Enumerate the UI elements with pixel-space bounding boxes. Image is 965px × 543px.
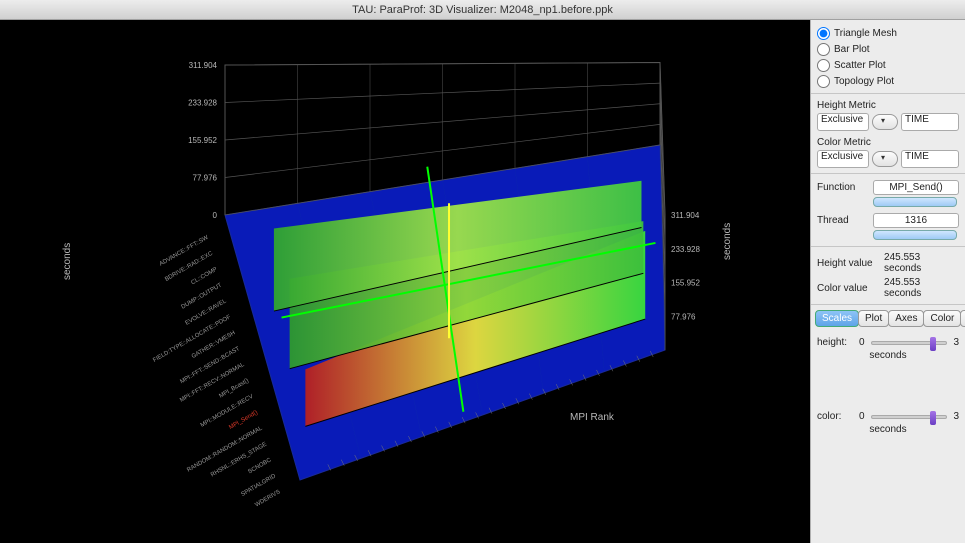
- thread-slider[interactable]: [873, 230, 957, 240]
- height-scale-unit: seconds: [817, 350, 959, 361]
- tab-color[interactable]: Color: [923, 310, 961, 327]
- function-slider[interactable]: [873, 197, 957, 207]
- plot-type-triangle-mesh[interactable]: Triangle Mesh: [817, 27, 959, 40]
- svg-text:311.904: 311.904: [189, 61, 218, 70]
- window-title: TAU: ParaProf: 3D Visualizer: M2048_np1.…: [352, 4, 613, 16]
- svg-text:MPI::MODULE::RECV: MPI::MODULE::RECV: [200, 394, 255, 429]
- color-metric-value-select[interactable]: TIME: [901, 150, 959, 168]
- thread-value: 1316: [873, 213, 959, 228]
- color-scale-label: color:: [817, 411, 853, 422]
- svg-text:77.976: 77.976: [671, 312, 696, 321]
- height-metric-dropdown-button[interactable]: [872, 114, 898, 130]
- tab-plot[interactable]: Plot: [858, 310, 889, 327]
- plot-type-radio[interactable]: [817, 27, 830, 40]
- color-scale-unit: seconds: [817, 424, 959, 435]
- svg-text:MPI::FFT::RECV::NORMAL: MPI::FFT::RECV::NORMAL: [179, 362, 246, 404]
- plot-type-label: Topology Plot: [834, 76, 894, 87]
- tab-axes[interactable]: Axes: [888, 310, 924, 327]
- height-scale-slider[interactable]: [871, 341, 948, 345]
- color-scale-max: 3: [953, 411, 959, 422]
- svg-text:MPI Rank: MPI Rank: [570, 412, 615, 423]
- 3d-visualizer-canvas[interactable]: 311.904 233.928 155.952 77.976 0 311.904 233.9…: [0, 20, 810, 543]
- color-metric-dropdown-button[interactable]: [872, 151, 898, 167]
- svg-text:0: 0: [213, 211, 218, 220]
- plot-type-radio[interactable]: [817, 75, 830, 88]
- plot-type-topology-plot[interactable]: Topology Plot: [817, 75, 959, 88]
- svg-text:77.976: 77.976: [193, 174, 218, 183]
- svg-text:WDERIVS: WDERIVS: [254, 489, 281, 508]
- height-value-label: Height value: [817, 258, 878, 269]
- height-metric-mode-select[interactable]: Exclusive: [817, 113, 869, 131]
- svg-text:seconds: seconds: [62, 243, 73, 280]
- svg-text:MPI_Send(): MPI_Send(): [228, 410, 259, 431]
- svg-text:155.952: 155.952: [188, 136, 217, 145]
- tab-scales[interactable]: Scales: [815, 310, 859, 327]
- thread-label: Thread: [817, 215, 867, 226]
- height-metric-label: Height Metric: [817, 100, 959, 111]
- height-value-text: 245.553 seconds: [884, 252, 959, 274]
- plot-type-label: Triangle Mesh: [834, 28, 897, 39]
- color-value-label: Color value: [817, 283, 878, 294]
- function-value: MPI_Send(): [873, 180, 959, 195]
- height-scale-min: 0: [859, 337, 865, 348]
- plot-type-scatter-plot[interactable]: Scatter Plot: [817, 59, 959, 72]
- tab-r[interactable]: R: [960, 310, 965, 327]
- svg-text:233.928: 233.928: [671, 245, 700, 254]
- plot-type-label: Bar Plot: [834, 44, 870, 55]
- svg-text:MPI::FFT::SEND::BCAST: MPI::FFT::SEND::BCAST: [179, 346, 241, 385]
- height-scale-label: height:: [817, 337, 853, 348]
- svg-text:233.928: 233.928: [188, 99, 217, 108]
- plot-type-bar-plot[interactable]: Bar Plot: [817, 43, 959, 56]
- plot-type-radio[interactable]: [817, 43, 830, 56]
- plot-type-label: Scatter Plot: [834, 60, 886, 71]
- svg-text:seconds: seconds: [722, 223, 733, 260]
- plot-type-radio[interactable]: [817, 59, 830, 72]
- color-scale-slider[interactable]: [871, 415, 948, 419]
- svg-text:RHSNL::ERHS_STAGE: RHSNL::ERHS_STAGE: [210, 442, 268, 479]
- height-scale-max: 3: [953, 337, 959, 348]
- function-label: Function: [817, 182, 867, 193]
- svg-text:311.904: 311.904: [671, 211, 700, 220]
- color-scale-min: 0: [859, 411, 865, 422]
- color-value-text: 245.553 seconds: [884, 277, 959, 299]
- control-panel: Triangle Mesh Bar Plot Scatter Plot Topolog…: [810, 20, 965, 543]
- window-titlebar: TAU: ParaProf: 3D Visualizer: M2048_np1.…: [0, 0, 965, 20]
- svg-text:155.952: 155.952: [671, 279, 700, 288]
- color-metric-label: Color Metric: [817, 137, 959, 148]
- svg-text:SCNOBC: SCNOBC: [247, 457, 273, 475]
- svg-text:CL::COMP: CL::COMP: [190, 267, 218, 287]
- color-metric-mode-select[interactable]: Exclusive: [817, 150, 869, 168]
- height-metric-value-select[interactable]: TIME: [901, 113, 959, 131]
